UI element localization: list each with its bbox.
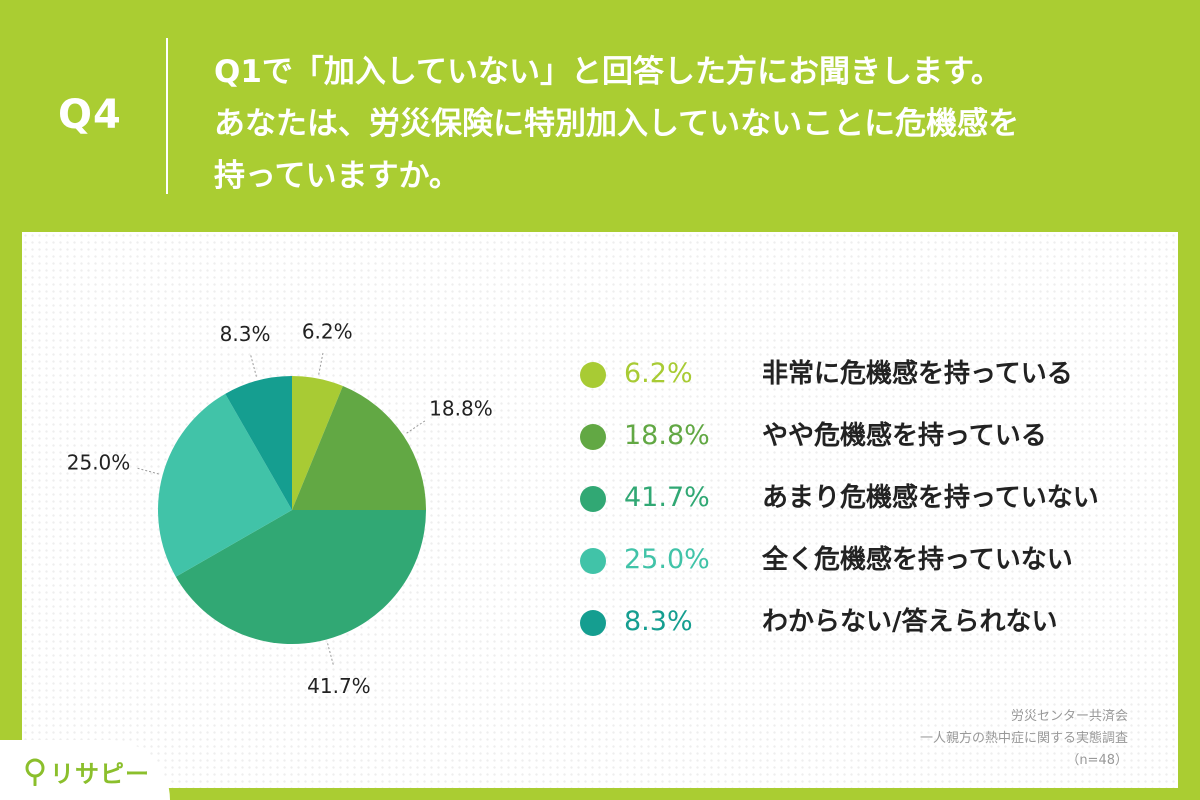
slice-label: 41.7% (307, 674, 371, 698)
legend-label: あまり危機感を持っていない (762, 480, 1099, 516)
legend-percent: 8.3% (624, 604, 693, 640)
logo-wordmark: リサピー (50, 754, 150, 789)
legend-swatch (580, 486, 606, 512)
legend-percent: 6.2% (624, 356, 693, 392)
leader-line (319, 353, 323, 375)
slice-label: 18.8% (429, 397, 493, 421)
source-sample-size: （n=48） (920, 750, 1128, 772)
slice-label: 25.0% (67, 451, 131, 475)
legend-percent: 18.8% (624, 418, 710, 454)
legend-label: やや危機感を持っている (762, 418, 1047, 454)
legend-percent: 41.7% (624, 480, 710, 516)
legend-label: わからない/答えられない (762, 604, 1058, 640)
pin-icon (24, 758, 46, 786)
question-line-3: 持っていますか。 (214, 150, 1174, 202)
header-divider (166, 38, 168, 194)
slice-label: 6.2% (302, 319, 353, 343)
question-text: Q1で「加入していない」と回答した方にお聞きします。 あなたは、労災保険に特別加… (214, 46, 1174, 202)
leader-line (328, 643, 334, 664)
source-note: 労災センター共済会 一人親方の熱中症に関する実態調査 （n=48） (920, 706, 1128, 772)
legend-label: 非常に危機感を持っている (762, 356, 1073, 392)
leader-line (407, 421, 425, 433)
source-survey: 一人親方の熱中症に関する実態調査 (920, 728, 1128, 750)
question-number: Q4 (58, 92, 122, 138)
legend-swatch (580, 548, 606, 574)
question-line-2: あなたは、労災保険に特別加入していないことに危機感を (214, 98, 1174, 150)
legend-swatch (580, 424, 606, 450)
leader-line (138, 468, 159, 474)
legend-label: 全く危機感を持っていない (762, 542, 1073, 578)
legend-percent: 25.0% (624, 542, 710, 578)
source-org: 労災センター共済会 (920, 706, 1128, 728)
legend-swatch (580, 610, 606, 636)
header: Q4 Q1で「加入していない」と回答した方にお聞きします。 あなたは、労災保険に… (0, 0, 1200, 232)
question-line-1: Q1で「加入していない」と回答した方にお聞きします。 (214, 46, 1174, 98)
chart-panel: 6.2% 18.8% 41.7% 25.0% 8.3% 6.2% 非常に危機感を持ってい… (22, 232, 1178, 788)
slice-label: 8.3% (220, 322, 271, 346)
leader-line (251, 355, 257, 376)
legend-swatch (580, 362, 606, 388)
